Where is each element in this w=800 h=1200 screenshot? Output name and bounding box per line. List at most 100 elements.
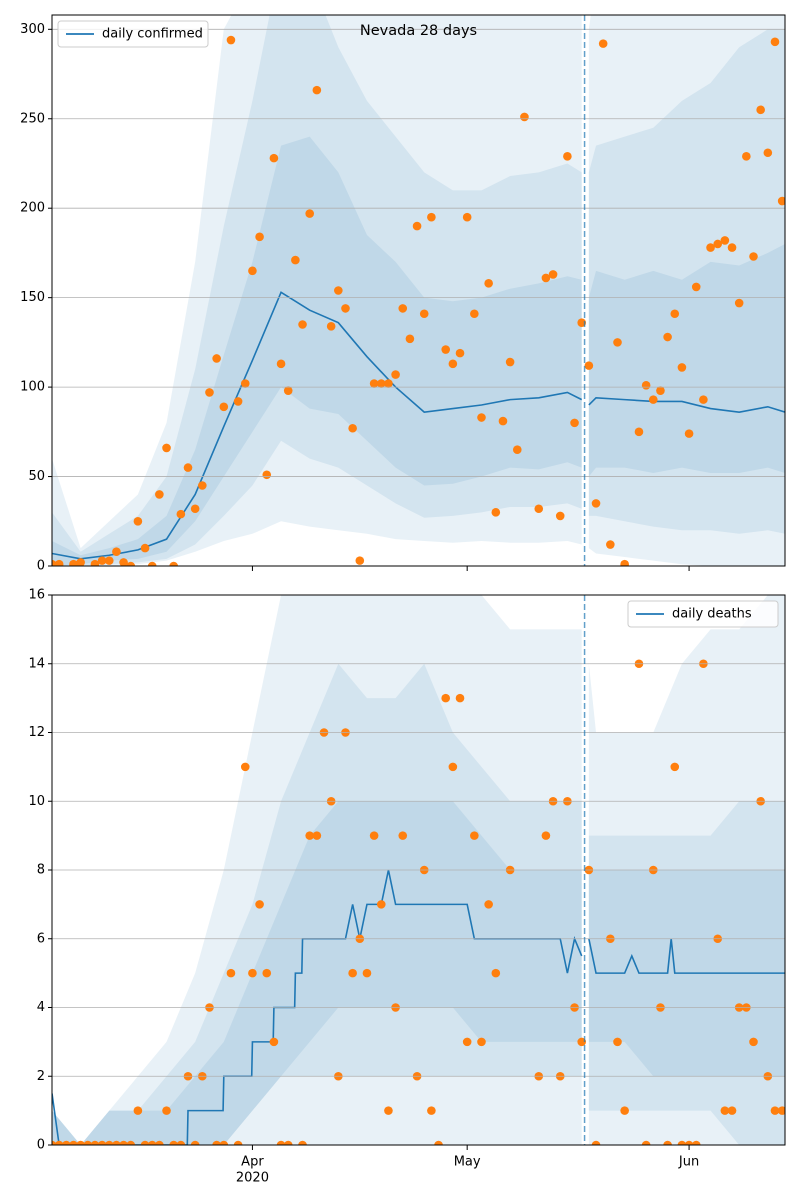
band [52, 136, 582, 566]
observed-dot [104, 556, 114, 565]
observed-dot [384, 1106, 393, 1115]
y-tick-label: 100 [20, 380, 45, 395]
observed-dot [477, 1037, 486, 1047]
observed-dot [613, 1037, 622, 1047]
observed-dot [656, 386, 665, 395]
observed-dot [212, 354, 221, 363]
observed-dot [190, 1140, 200, 1145]
observed-dot [248, 968, 257, 978]
observed-dot [441, 693, 451, 703]
observed-dot [648, 395, 658, 404]
observed-dot [591, 1140, 601, 1145]
plot-area [52, 15, 785, 566]
observed-dot [591, 499, 601, 508]
observed-dot [634, 427, 644, 437]
observed-dot [54, 559, 64, 566]
observed-dot [276, 359, 286, 369]
y-tick-label: 10 [28, 794, 45, 809]
observed-dot [240, 762, 250, 772]
y-tick-label: 4 [37, 1000, 45, 1015]
observed-dot [620, 559, 629, 566]
observed-dot [491, 968, 501, 978]
observed-dot [584, 361, 594, 370]
observed-dot [312, 831, 322, 840]
observed-dot [176, 1140, 186, 1145]
observed-dot [713, 239, 723, 249]
observed-dot [749, 1037, 758, 1047]
observed-dot [147, 1140, 157, 1145]
observed-dot [534, 504, 544, 514]
y-tick-label: 16 [28, 588, 45, 603]
observed-dot [97, 556, 107, 565]
x-tick-label: May [454, 1155, 481, 1170]
observed-dot [219, 1140, 229, 1145]
observed-dot [749, 252, 758, 261]
observed-dot [262, 470, 272, 480]
observed-dot [706, 243, 715, 252]
observed-dot [570, 418, 579, 428]
y-tick-label: 150 [20, 290, 45, 305]
observed-dot [104, 1140, 114, 1145]
observed-dot [677, 1140, 687, 1145]
observed-dot [727, 243, 737, 252]
observed-dot [541, 273, 551, 283]
observed-dot [448, 762, 458, 772]
observed-dot [613, 338, 622, 347]
observed-dot [620, 1106, 629, 1115]
observed-dot [641, 381, 651, 390]
observed-dot [133, 1106, 143, 1115]
observed-dot [255, 232, 264, 242]
legend-box [627, 600, 779, 628]
observed-dot [563, 152, 572, 161]
observed-dot [462, 212, 472, 222]
observed-dot [283, 386, 293, 395]
band [52, 15, 582, 566]
observed-dot [76, 1140, 85, 1145]
observed-dot [391, 370, 400, 379]
observed-dot [269, 153, 279, 163]
y-tick-label: 14 [28, 656, 45, 671]
observed-dot [742, 152, 751, 161]
observed-dot [233, 397, 243, 406]
y-tick-label: 0 [37, 559, 45, 574]
observed-dot [305, 209, 314, 218]
observed-dot [355, 556, 365, 565]
observed-dot [291, 255, 300, 265]
observed-dot [176, 509, 186, 519]
observed-dot [90, 1140, 100, 1145]
observed-dot [412, 221, 422, 231]
observed-dot [312, 85, 322, 95]
observed-dot [133, 516, 143, 526]
observed-dot [326, 321, 336, 331]
observed-dot [770, 37, 780, 47]
observed-dot [155, 1140, 164, 1145]
observed-dot [362, 968, 372, 978]
observed-dot [305, 831, 314, 840]
band [52, 801, 582, 1145]
observed-dot [119, 558, 128, 566]
band [588, 29, 785, 534]
y-tick-label: 0 [37, 1138, 45, 1153]
legend-box [57, 20, 209, 48]
observed-dot [240, 379, 250, 388]
observed-dot [520, 112, 529, 122]
observed-dot [484, 900, 493, 909]
observed-dot [226, 35, 236, 45]
plot-area [52, 595, 785, 1145]
observed-dot [126, 1140, 136, 1145]
observed-dot [398, 304, 408, 313]
band [52, 15, 582, 566]
observed-dot [541, 831, 551, 840]
observed-dot [126, 561, 136, 566]
observed-dot [298, 320, 307, 329]
observed-dot [548, 270, 558, 279]
observed-dot [398, 831, 408, 840]
observed-dot [369, 831, 379, 840]
observed-dot [770, 1106, 780, 1115]
observed-dot [276, 1140, 286, 1145]
observed-dot [663, 1140, 672, 1145]
observed-dot [112, 547, 121, 556]
observed-dot [384, 379, 393, 388]
band [588, 243, 785, 477]
observed-dot [777, 196, 785, 206]
